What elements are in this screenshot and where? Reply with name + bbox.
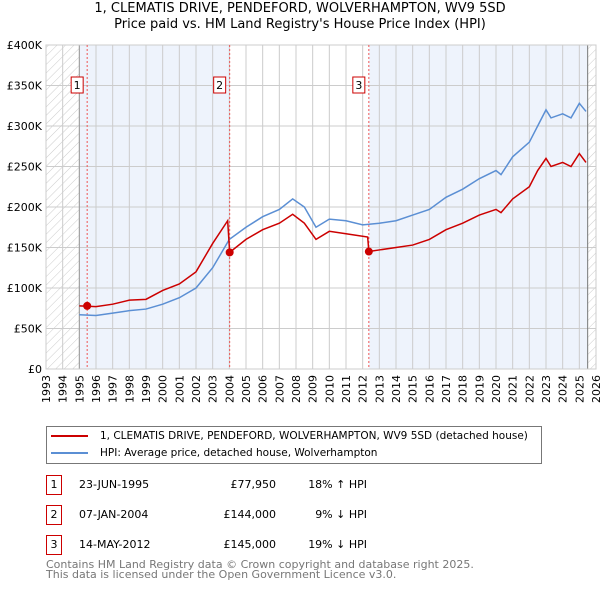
x-tick-label: 1997 xyxy=(107,375,120,403)
plot-border xyxy=(45,44,597,370)
sale-price: £77,950 xyxy=(230,478,277,491)
legend-swatch-red xyxy=(51,435,88,437)
legend-item-property: 1, CLEMATIS DRIVE, PENDEFORD, WOLVERHAMP… xyxy=(51,428,528,444)
sale-label: 3 xyxy=(355,79,362,92)
sale-point xyxy=(83,301,92,310)
x-tick-label: 2008 xyxy=(290,375,303,403)
legend-item-hpi: HPI: Average price, detached house, Wolv… xyxy=(51,445,377,461)
y-tick-label: £0 xyxy=(28,363,42,376)
x-tick-label: 1994 xyxy=(57,375,70,403)
x-tick-label: 1996 xyxy=(90,375,103,403)
sale-marker-box: 3 xyxy=(46,535,62,555)
sale-hpi-diff: 19% ↓ HPI xyxy=(308,538,367,551)
sale-point xyxy=(225,248,234,257)
x-tick-label: 2022 xyxy=(523,375,536,403)
legend-label: HPI: Average price, detached house, Wolv… xyxy=(100,447,378,459)
sale-row: 2 07-JAN-2004 £144,000 9% ↓ HPI xyxy=(46,505,466,525)
x-tick-label: 2017 xyxy=(440,375,453,403)
x-tick-label: 2005 xyxy=(240,375,253,403)
sale-label: 2 xyxy=(216,79,223,92)
y-tick-label: £350K xyxy=(7,80,43,93)
legend: 1, CLEMATIS DRIVE, PENDEFORD, WOLVERHAMP… xyxy=(46,426,542,464)
x-tick-label: 1993 xyxy=(40,375,53,403)
x-tick-label: 2023 xyxy=(540,375,553,403)
plot-area: 1993 1994 1995 1996 1997 1998 1999 2000 2001 2002… xyxy=(7,39,600,403)
chart-subtitle: Price paid vs. HM Land Registry's House … xyxy=(114,17,486,32)
y-tick-label: £50K xyxy=(14,323,43,336)
x-tick-label: 2025 xyxy=(573,375,586,403)
x-tick-label: 2012 xyxy=(357,375,370,403)
sale-hpi-diff: 9% ↓ HPI xyxy=(315,508,367,521)
x-tick-label: 2003 xyxy=(207,375,220,403)
x-tick-label: 2002 xyxy=(190,375,203,403)
footer-line-2: This data is licensed under the Open Gov… xyxy=(46,568,397,581)
x-tick-label: 2009 xyxy=(307,375,320,403)
sale-marker-box: 2 xyxy=(46,505,62,525)
legend-swatch-blue xyxy=(51,452,88,454)
x-tick-label: 2021 xyxy=(507,375,520,403)
x-tick-label: 2000 xyxy=(157,375,170,403)
sale-date: 07-JAN-2004 xyxy=(79,508,149,521)
x-tick-label: 2020 xyxy=(490,375,503,403)
x-tick-label: 2013 xyxy=(373,375,386,403)
property-price-line xyxy=(79,152,587,308)
x-tick-label: 2011 xyxy=(340,375,353,403)
sale-row: 1 23-JUN-1995 £77,950 18% ↑ HPI xyxy=(46,475,466,495)
sale-price: £144,000 xyxy=(223,508,277,521)
x-tick-label: 2019 xyxy=(473,375,486,403)
x-tick-label: 1998 xyxy=(123,375,136,403)
x-tick-label: 2014 xyxy=(390,375,403,403)
legend-label: 1, CLEMATIS DRIVE, PENDEFORD, WOLVERHAMP… xyxy=(100,430,528,442)
y-tick-label: £200K xyxy=(7,201,43,214)
x-tick-label: 2015 xyxy=(407,375,420,403)
y-tick-label: £100K xyxy=(7,282,43,295)
x-tick-label: 2001 xyxy=(173,375,186,403)
footer-line-1: Contains HM Land Registry data © Crown c… xyxy=(46,558,474,571)
x-tick-label: 2018 xyxy=(457,375,470,403)
x-tick-label: 2007 xyxy=(273,375,286,403)
sale-date: 23-JUN-1995 xyxy=(79,478,150,491)
footer: Contains HM Land Registry data © Crown c… xyxy=(46,558,474,581)
x-tick-label: 2026 xyxy=(590,375,600,403)
x-tick-label: 2010 xyxy=(323,375,336,403)
y-tick-label: £400K xyxy=(7,39,43,52)
sale-label-box xyxy=(70,76,84,94)
x-tick-label: 2024 xyxy=(557,375,570,403)
y-tick-label: £250K xyxy=(7,161,43,174)
sale-label: 1 xyxy=(74,79,81,92)
x-tick-label: 2016 xyxy=(423,375,436,403)
sale-point xyxy=(364,247,373,256)
sale-hpi-diff: 18% ↑ HPI xyxy=(308,478,367,491)
hpi-line xyxy=(79,102,587,317)
x-tick-label: 2004 xyxy=(223,375,236,403)
x-tick-label: 1999 xyxy=(140,375,153,403)
sale-label-box xyxy=(213,76,227,94)
y-tick-label: £300K xyxy=(7,120,43,133)
sale-price: £145,000 xyxy=(223,538,277,551)
chart-title: 1, CLEMATIS DRIVE, PENDEFORD, WOLVERHAMP… xyxy=(94,1,506,16)
x-tick-label: 2006 xyxy=(257,375,270,403)
sale-row: 3 14-MAY-2012 £145,000 19% ↓ HPI xyxy=(46,535,466,555)
y-tick-label: £150K xyxy=(7,242,43,255)
sale-marker-box: 1 xyxy=(46,475,62,495)
sale-date: 14-MAY-2012 xyxy=(79,538,151,551)
x-tick-label: 1995 xyxy=(73,375,86,403)
sale-label-box xyxy=(352,76,366,94)
